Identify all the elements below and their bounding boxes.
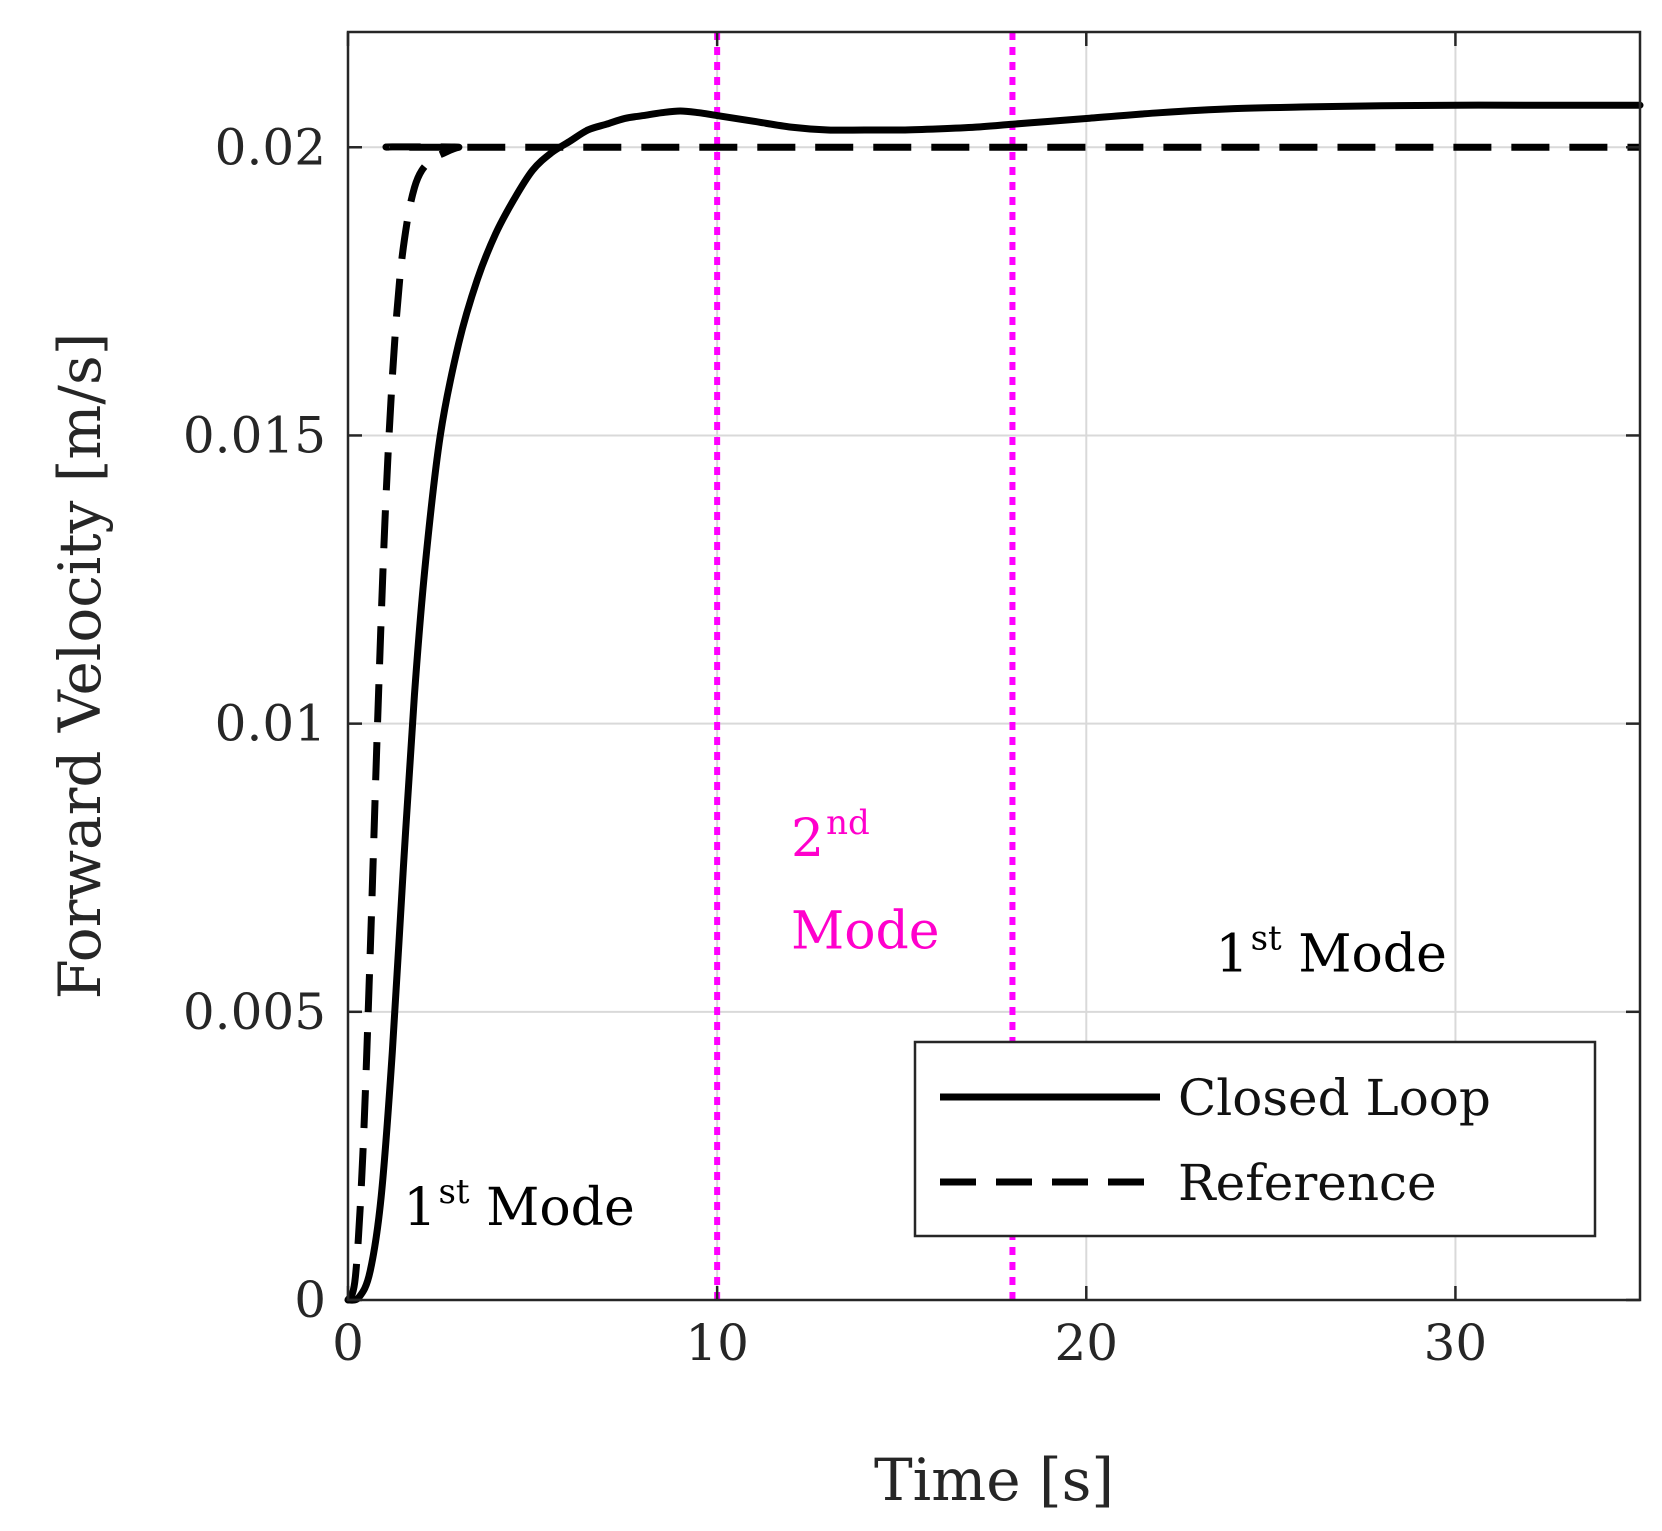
annotation-superscript: st [1251,918,1282,958]
y-tick-label: 0.005 [183,983,326,1041]
legend-box [913,1040,1597,1238]
legend: Closed Loop Reference [913,1040,1597,1238]
annotation-base: 2 [791,809,824,869]
annotation-rest: Mode [1282,924,1447,984]
x-tick-label: 20 [1054,1314,1118,1372]
annotation-mode2-line1: 2nd [791,803,870,869]
annotation-base: 1 [403,1178,436,1238]
y-axis-label: Forward Velocity [m/s] [46,333,114,1000]
legend-label-reference: Reference [1178,1154,1437,1212]
annotation-mode2-line2: Mode [791,901,940,961]
annotation-base: Mode [791,901,940,961]
x-tick-label: 10 [685,1314,749,1372]
data-series [344,101,1644,1304]
x-axis-label: Time [s] [874,1446,1114,1514]
annotation-superscript: st [438,1172,469,1212]
axes-box [346,30,1642,1302]
annotation-base: 1 [1215,924,1248,984]
x-tick-label: 0 [332,1314,364,1372]
annotation-superscript: nd [826,803,870,843]
legend-label-closed-loop: Closed Loop [1178,1069,1491,1127]
y-tick-label: 0 [294,1271,326,1329]
axis-ticks: 0 10 20 30 0 0.005 0.01 0.015 0.02 [183,32,1640,1372]
x-tick-label: 30 [1424,1314,1488,1372]
annotation-rest: Mode [470,1178,635,1238]
y-tick-label: 0.01 [215,695,326,753]
y-tick-label: 0.015 [183,406,326,464]
series-line-reference [344,143,1640,1302]
annotation-mode1-right: 1st Mode [1215,918,1446,984]
series-line-closed-loop [344,101,1644,1304]
annotation-mode1-left: 1st Mode [403,1172,634,1238]
y-tick-label: 0.02 [215,118,326,176]
